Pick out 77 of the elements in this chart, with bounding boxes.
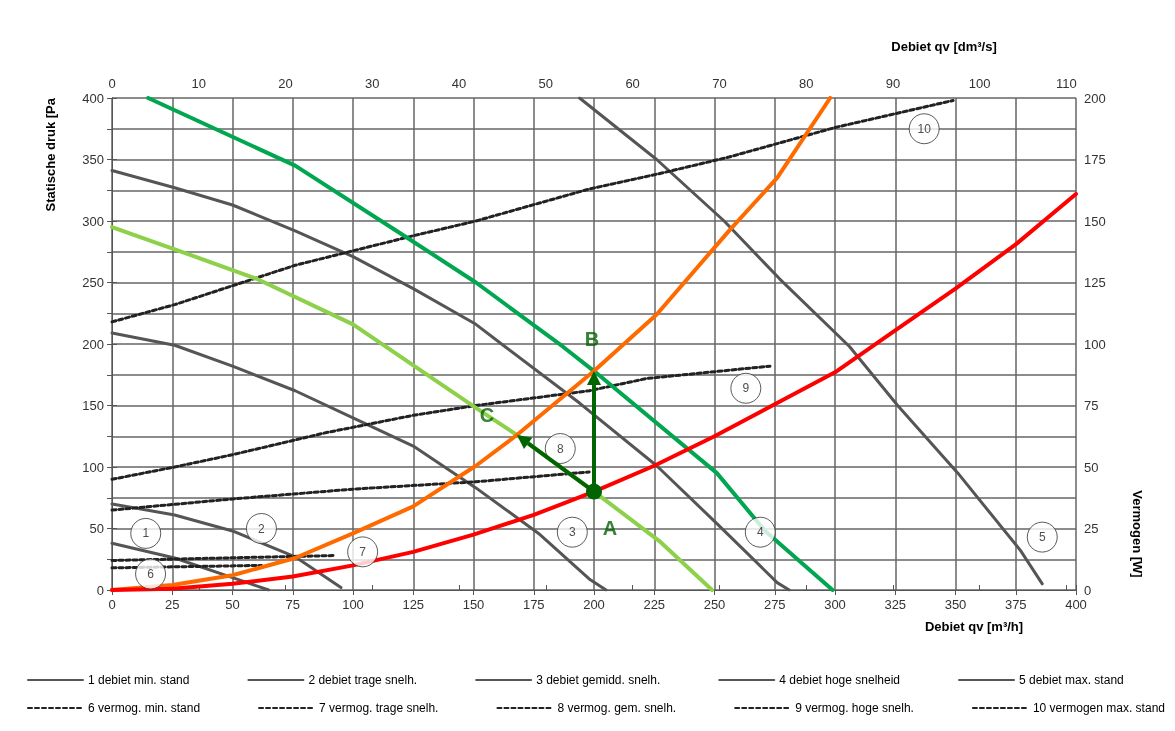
x-tick-label: 0 [108, 597, 116, 612]
x-tick-label: 150 [462, 597, 485, 612]
legend-label: 7 vermog. trage snelh. [319, 701, 439, 715]
legend-label: 3 debiet gemidd. snelh. [536, 673, 661, 687]
legend-label: 2 debiet trage snelh. [308, 673, 418, 687]
x-tick-label: 300 [824, 597, 846, 612]
x-tick-label: 200 [583, 597, 605, 612]
legend-label: 4 debiet hoge snelheid [779, 673, 901, 687]
y2-tick-label: 75 [1084, 398, 1099, 413]
annotation: 8 [556, 441, 564, 456]
x2-tick-label: 40 [451, 76, 467, 91]
y2-tick-label: 0 [1084, 582, 1092, 598]
annotation: 5 [1038, 530, 1046, 545]
x-tick-label: 175 [522, 597, 545, 612]
y-tick-label: 50 [89, 521, 104, 536]
y-tick-label: 350 [82, 152, 104, 167]
x-tick-label: 275 [763, 597, 786, 612]
y2-tick-label: 25 [1084, 521, 1099, 536]
y-tick-label: 150 [82, 398, 104, 413]
line-series [110, 169, 791, 592]
x-tick-label: 225 [643, 597, 666, 612]
x2-tick-label: 20 [278, 76, 293, 91]
x2-tick-label: 10 [191, 76, 206, 91]
line-series [110, 470, 591, 512]
y-tick-label: 0 [96, 582, 104, 598]
x-tick-label: 100 [342, 597, 364, 612]
x2-tick-label: 90 [885, 76, 901, 91]
annotation: 1 [142, 526, 150, 541]
y-tick-label: 100 [82, 459, 104, 475]
legend-label: 5 debiet max. stand [1018, 673, 1124, 687]
x-tick-label: 250 [703, 597, 726, 612]
annotation: 6 [147, 567, 155, 582]
x2-axis-title: Debiet qv [dm³/s] [891, 39, 997, 54]
y2-tick-label: 175 [1084, 152, 1106, 167]
line-series [578, 96, 1044, 586]
x-tick-label: 75 [285, 597, 300, 612]
x2-tick-label: 110 [1056, 76, 1077, 91]
y2-tick-label: 100 [1084, 336, 1106, 352]
x-tick-label: 375 [1004, 597, 1027, 612]
x2-tick-label: 60 [625, 76, 640, 91]
y-axis-title: Statische druk [Pa [43, 97, 58, 212]
line-series [110, 98, 955, 324]
annotation: 10 [917, 121, 932, 136]
annotation: 9 [742, 381, 750, 396]
y2-tick-label: 150 [1084, 213, 1106, 229]
x2-tick-label: 50 [538, 76, 554, 91]
y2-tick-label: 200 [1084, 90, 1106, 106]
x-axis-title: Debiet qv [m³/h] [924, 619, 1024, 634]
x-tick-label: 125 [402, 597, 425, 612]
y-tick-label: 250 [82, 275, 104, 290]
annotation: 7 [359, 544, 367, 559]
x2-tick-label: 70 [712, 76, 727, 91]
y2-tick-label: 125 [1084, 275, 1106, 290]
legend-label: 9 vermog. hoge snelh. [795, 701, 914, 715]
line-series [110, 364, 772, 481]
y2-tick-label: 50 [1084, 459, 1099, 475]
x-tick-label: 350 [944, 597, 967, 612]
legend-label: 10 vermogen max. stand [1032, 701, 1165, 715]
x2-tick-label: 0 [108, 76, 116, 91]
y-tick-label: 300 [82, 213, 104, 229]
x2-tick-label: 30 [365, 76, 380, 91]
y-tick-label: 400 [82, 90, 104, 106]
x-tick-label: 325 [884, 597, 907, 612]
x-tick-label: 50 [225, 597, 240, 612]
annotation: 2 [258, 521, 266, 536]
legend-label: 8 vermog. gem. snelh. [557, 701, 677, 715]
y2-axis-title: Vermogen [W] [1130, 490, 1145, 578]
y-tick-label: 200 [82, 336, 104, 352]
x-tick-label: 25 [165, 597, 180, 612]
x2-tick-label: 80 [798, 76, 814, 91]
x2-tick-label: 100 [968, 76, 991, 91]
legend-label: 1 debiet min. stand [88, 673, 190, 687]
x-tick-label: 400 [1065, 597, 1087, 612]
annotation: 4 [756, 525, 764, 540]
line-series [110, 225, 715, 592]
legend-label: 6 vermog. min. stand [88, 701, 201, 715]
annotation: 3 [568, 525, 576, 540]
